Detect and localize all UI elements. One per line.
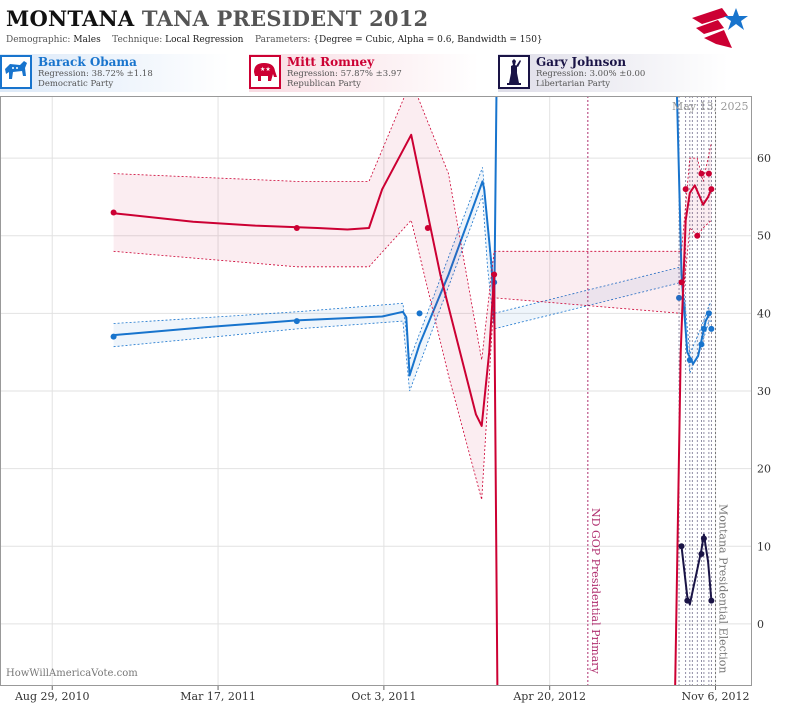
y-tick-label: 0 (757, 618, 764, 631)
candidate-name: Barack Obama (38, 55, 137, 69)
data-point-barack-obama (705, 310, 712, 317)
date-stamp: May 13, 2025 (672, 100, 749, 113)
data-point-gary-johnson (678, 543, 685, 550)
data-point-mitt-romney (424, 224, 431, 231)
candidate-regression: Regression: 38.72% ±1.18 (38, 69, 153, 79)
event-label: Montana Presidential Election (717, 504, 730, 673)
x-tick-label: Aug 29, 2010 (14, 690, 90, 703)
data-point-barack-obama (676, 294, 683, 301)
candidate-party: Democratic Party (38, 79, 114, 89)
liberty-icon (498, 55, 530, 89)
title-rest: TANA PRESIDENT 2012 (141, 6, 429, 31)
data-point-mitt-romney (293, 224, 300, 231)
param-technique: Local Regression (165, 35, 244, 45)
data-point-mitt-romney (698, 170, 705, 177)
data-point-mitt-romney (678, 279, 685, 286)
data-point-mitt-romney (705, 170, 712, 177)
donkey-icon (0, 55, 32, 89)
candidate-party: Libertarian Party (536, 79, 611, 89)
candidate-card-johnson: Gary Johnson Regression: 3.00% ±0.00 Lib… (498, 54, 728, 92)
data-point-mitt-romney (682, 186, 689, 193)
data-point-barack-obama (293, 318, 300, 325)
data-point-barack-obama (708, 325, 715, 332)
svg-text:★★: ★★ (260, 66, 271, 73)
band-mitt-romney (113, 96, 712, 500)
param-parameters-label: Parameters: (254, 35, 311, 45)
param-demographic-label: Demographic: (6, 35, 71, 45)
data-point-gary-johnson (700, 535, 707, 542)
data-point-mitt-romney (110, 209, 117, 216)
param-technique-label: Technique: (112, 35, 163, 45)
candidate-regression: Regression: 57.87% ±3.97 (287, 69, 402, 79)
data-point-gary-johnson (698, 551, 705, 558)
parameters-line: Demographic: Males Technique: Local Regr… (6, 35, 543, 45)
param-demographic: Males (73, 35, 101, 45)
data-point-barack-obama (698, 341, 705, 348)
x-tick-label: Nov 6, 2012 (682, 690, 750, 703)
series-line-barack-obama (113, 96, 713, 377)
data-point-mitt-romney (491, 271, 498, 278)
page-title: MONTANA TANA PRESIDENT 2012 (6, 6, 428, 31)
candidate-party: Republican Party (287, 79, 361, 89)
data-point-gary-johnson (708, 597, 715, 604)
title-state: MONTANA (6, 6, 135, 31)
candidate-name: Gary Johnson (536, 55, 627, 69)
y-tick-label: 20 (757, 463, 771, 476)
grid (0, 96, 752, 686)
y-tick-label: 60 (757, 152, 771, 165)
data-point-mitt-romney (708, 186, 715, 193)
data-point-barack-obama (416, 310, 423, 317)
data-point-barack-obama (110, 333, 117, 340)
candidate-card-obama: Barack Obama Regression: 38.72% ±1.18 De… (0, 54, 230, 92)
candidate-legend: Barack Obama Regression: 38.72% ±1.18 De… (0, 54, 789, 94)
y-tick-label: 50 (757, 230, 771, 243)
x-tick-label: Apr 20, 2012 (512, 690, 586, 703)
series-group (110, 96, 715, 686)
event-label: ND GOP Presidential Primary (589, 508, 602, 675)
data-point-mitt-romney (694, 232, 701, 239)
band-upper-mitt-romney (113, 96, 712, 360)
y-tick-label: 10 (757, 540, 771, 553)
data-point-barack-obama (686, 356, 693, 363)
band-lower-mitt-romney (113, 219, 712, 500)
param-parameters: {Degree = Cubic, Alpha = 0.6, Bandwidth … (313, 35, 543, 45)
series-line-mitt-romney (113, 133, 713, 686)
plot-border (0, 96, 752, 686)
candidate-regression: Regression: 3.00% ±0.00 (536, 69, 646, 79)
site-logo-icon (692, 8, 748, 48)
axes: 0 10 20 30 40 50 60 Aug 29, 2010 Mar 17, 2011 Oct… (0, 96, 771, 703)
candidate-card-romney: ★★ Mitt Romney Regression: 57.87% ±3.97 … (249, 54, 479, 92)
x-tick-label: Oct 3, 2011 (351, 690, 416, 703)
y-tick-label: 40 (757, 307, 771, 320)
poll-chart: 0 10 20 30 40 50 60 Aug 29, 2010 Mar 17, 2011 Oct… (0, 96, 771, 703)
data-point-gary-johnson (684, 597, 691, 604)
data-point-barack-obama (700, 325, 707, 332)
elephant-icon: ★★ (249, 55, 281, 89)
y-tick-label: 30 (757, 385, 771, 398)
candidate-name: Mitt Romney (287, 55, 375, 69)
x-tick-label: Mar 17, 2011 (180, 690, 256, 703)
watermark: HowWillAmericaVote.com (6, 668, 138, 679)
